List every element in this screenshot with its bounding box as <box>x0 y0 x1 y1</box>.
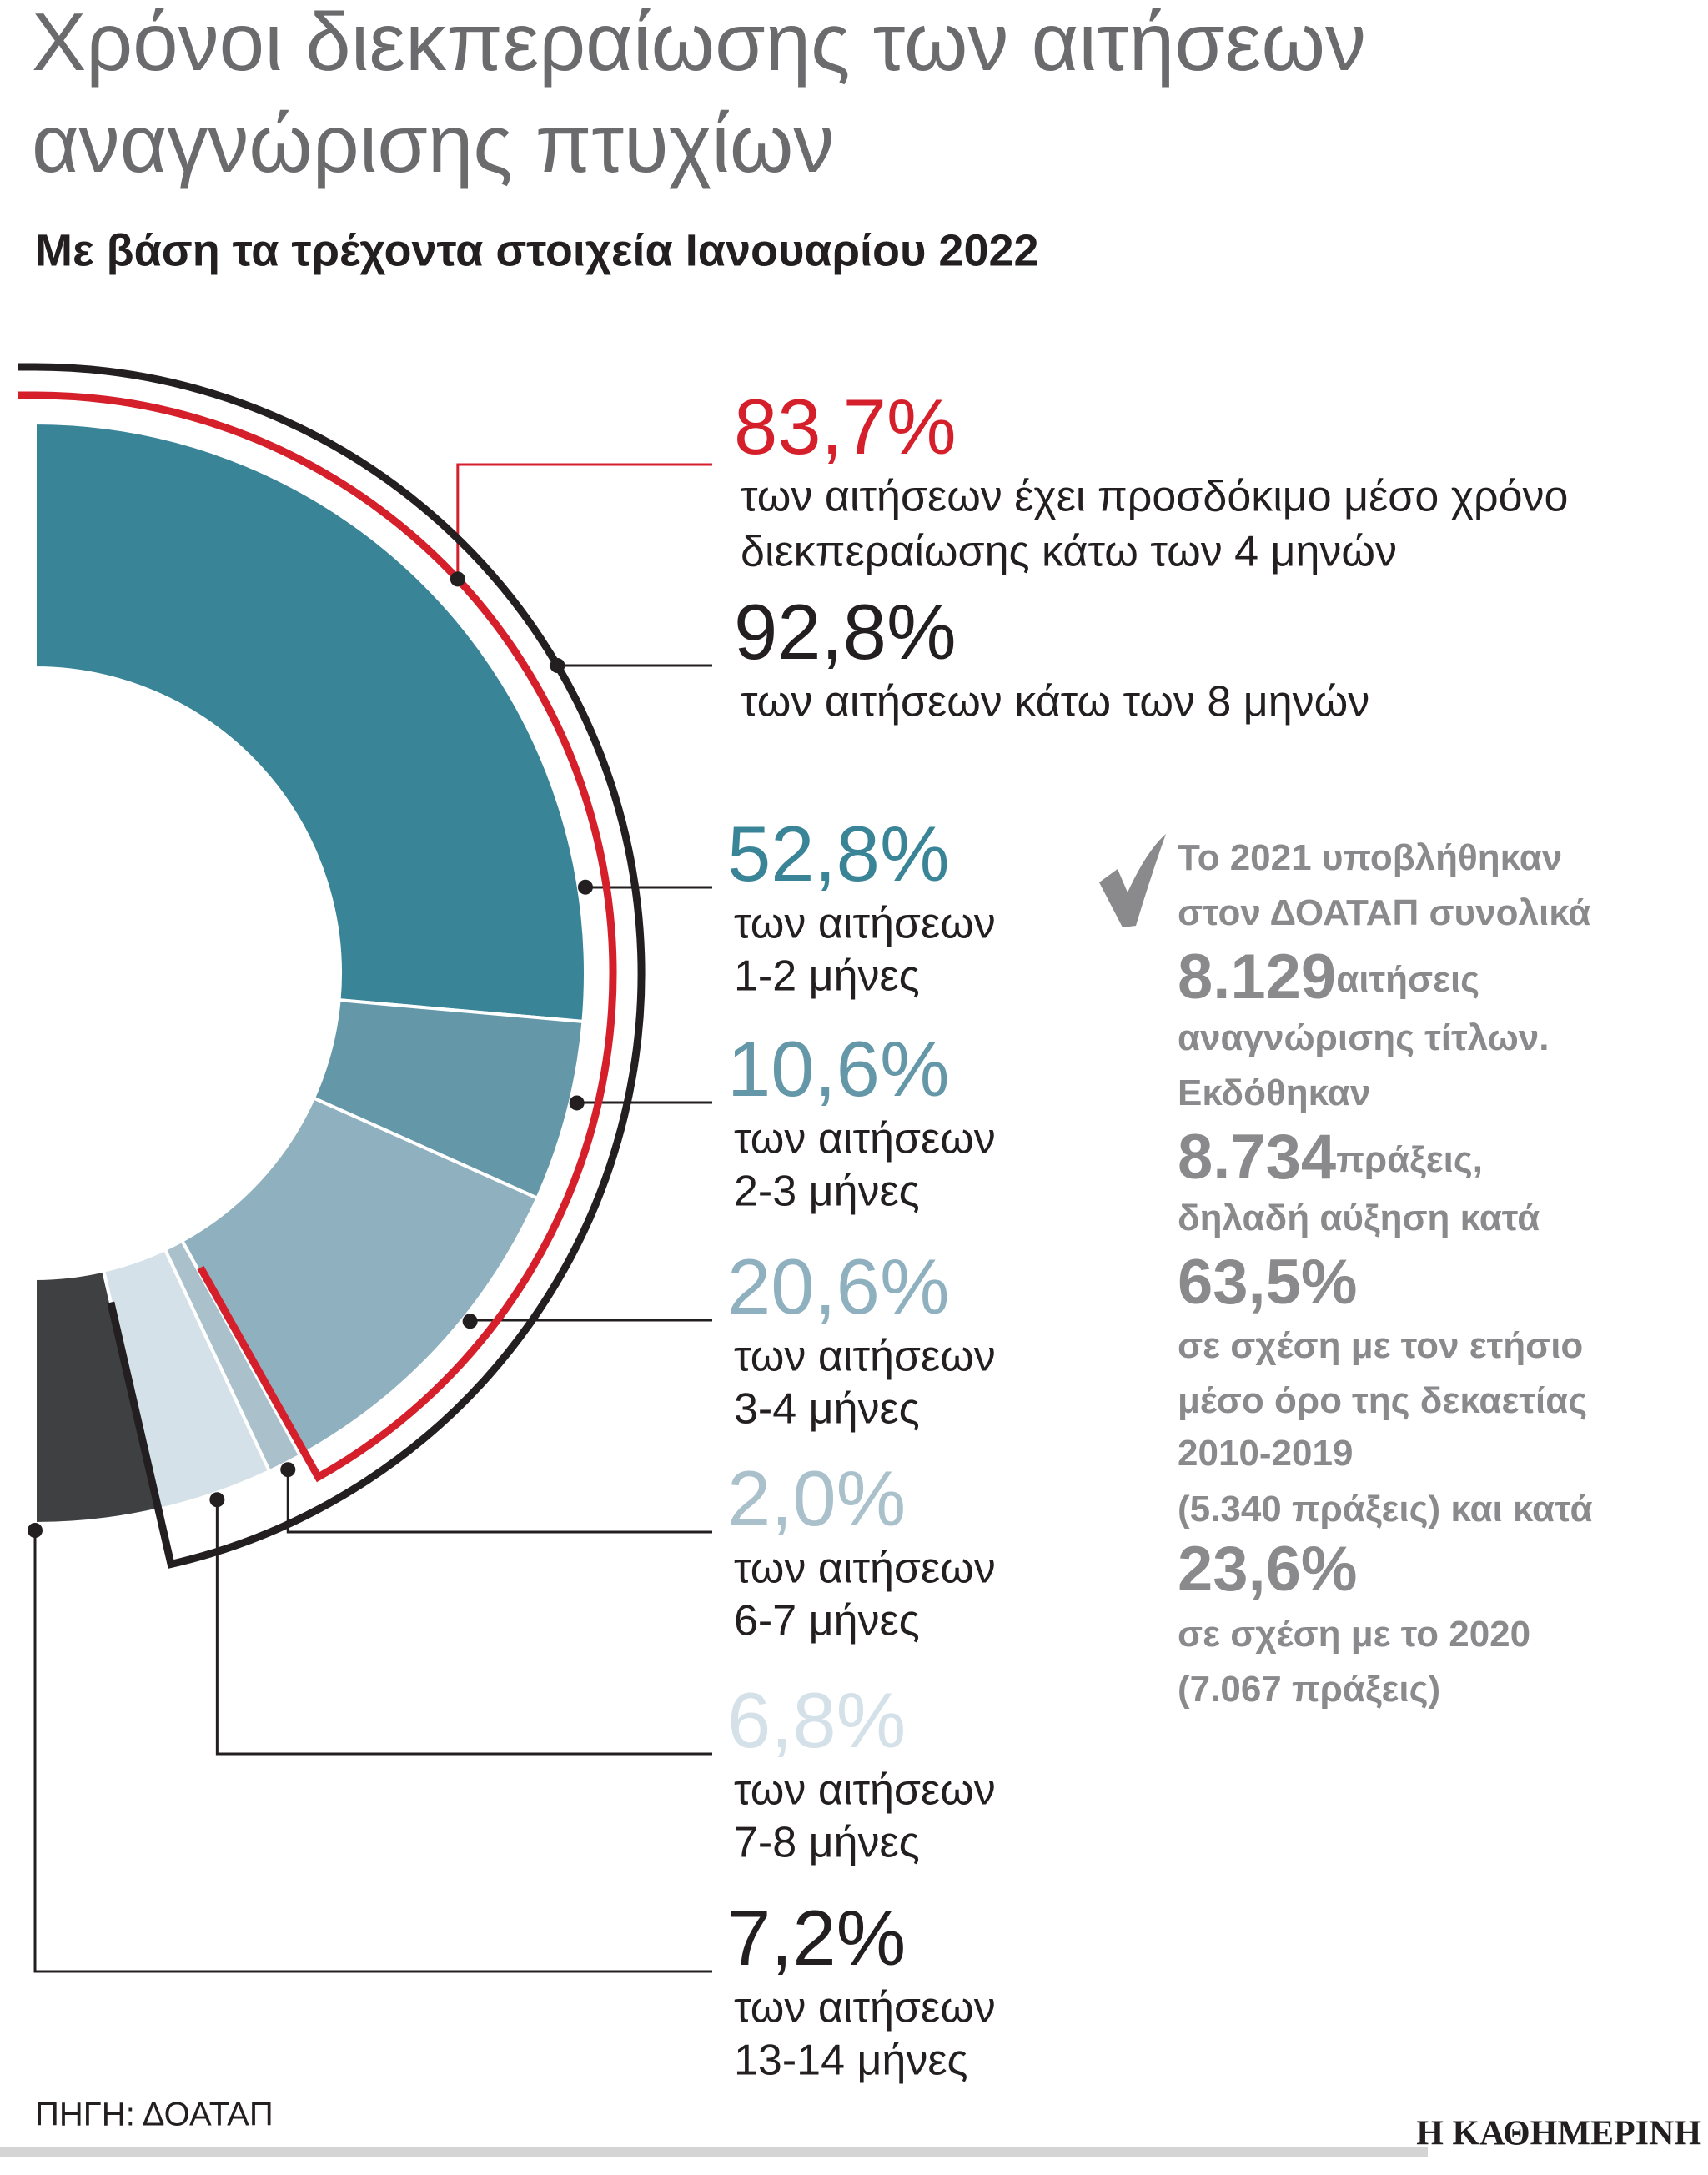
note-line: 8.734πράξεις, <box>1178 1122 1483 1193</box>
description: των αιτήσεων <box>734 1333 996 1381</box>
note-text: (5.340 πράξεις) και κατά <box>1178 1489 1593 1530</box>
check-icon <box>1099 834 1166 927</box>
footer-bar <box>0 2147 1428 2157</box>
value-label: 7,2% <box>727 1894 906 1982</box>
value-label: 10,6% <box>727 1025 950 1113</box>
note-line: δηλαδή αύξηση κατά <box>1178 1198 1540 1238</box>
note-line: σε σχέση με τον ετήσιο <box>1178 1325 1583 1366</box>
note-text: δηλαδή αύξηση κατά <box>1178 1198 1540 1238</box>
description: των αιτήσεων <box>734 1766 996 1815</box>
title: αναγνώρισης πτυχίων <box>32 98 834 189</box>
note-line: 8.129αιτήσεις <box>1178 942 1479 1012</box>
description: των αιτήσεων <box>734 1545 996 1593</box>
note-text: Εκδόθηκαν <box>1178 1072 1370 1113</box>
leader-dot <box>28 1523 43 1538</box>
leader-dot <box>280 1462 296 1478</box>
annotation-text: διεκπεραίωσης κάτω των 4 μηνών <box>741 528 1397 576</box>
note-text: σε σχέση με το 2020 <box>1178 1614 1530 1655</box>
leader-dot <box>450 571 465 587</box>
note-text: 2010-2019 <box>1178 1433 1353 1474</box>
leader-dot <box>569 1095 585 1111</box>
note-text: (7.067 πράξεις) <box>1178 1669 1440 1710</box>
leader-dot <box>209 1492 225 1508</box>
category-label: 7-8 μήνες <box>734 1819 920 1867</box>
annotation-text: των αιτήσεων κάτω των 8 μηνών <box>741 678 1369 726</box>
note-text: Το 2021 υποβλήθηκαν <box>1178 837 1562 878</box>
note-text: σε σχέση με τον ετήσιο <box>1178 1325 1583 1366</box>
category-label: 1-2 μήνες <box>734 952 920 1001</box>
category-label: 13-14 μήνες <box>734 2037 968 2085</box>
donut-segment <box>33 420 587 1024</box>
leader-line <box>215 1499 712 1756</box>
note-line: 63,5% <box>1178 1247 1358 1318</box>
description: των αιτήσεων <box>734 1115 996 1163</box>
description: των αιτήσεων <box>734 900 996 948</box>
leader-dot <box>550 658 565 674</box>
leader-dot <box>577 879 593 895</box>
note-line: μέσο όρο της δεκαετίας <box>1178 1380 1587 1421</box>
source: ΠΗΓΗ: ΔΟΑΤΑΠ <box>35 2097 274 2133</box>
note-line: στον ΔΟΑΤΑΠ συνολικά <box>1178 892 1590 933</box>
note-number: 8.129 <box>1178 942 1336 1012</box>
category-label: 2-3 μήνες <box>734 1168 920 1216</box>
donut-segment <box>179 1095 540 1459</box>
note-line: αναγνώρισης τίτλων. <box>1178 1017 1550 1058</box>
note-text: πράξεις, <box>1336 1139 1483 1180</box>
note-number: 63,5% <box>1178 1247 1358 1318</box>
note-text: μέσο όρο της δεκαετίας <box>1178 1380 1587 1421</box>
note-line: Εκδόθηκαν <box>1178 1072 1370 1113</box>
note-text: στον ΔΟΑΤΑΠ συνολικά <box>1178 892 1590 933</box>
note-number: 23,6% <box>1178 1534 1358 1605</box>
leader-line <box>456 463 712 580</box>
title: Χρόνοι διεκπεραίωσης των αιτήσεων <box>32 0 1366 88</box>
value-label: 2,0% <box>727 1454 906 1542</box>
note-line: (5.340 πράξεις) και κατά <box>1178 1489 1593 1530</box>
leader-line <box>33 1530 712 1973</box>
donut-segment <box>33 1268 161 1526</box>
category-label: 6-7 μήνες <box>734 1597 920 1645</box>
value-label: 20,6% <box>727 1243 950 1330</box>
leader-dot <box>462 1314 478 1329</box>
description: των αιτήσεων <box>734 1984 996 2032</box>
note-line: 2010-2019 <box>1178 1433 1353 1474</box>
annotation-arc <box>18 391 617 1483</box>
value-label: 6,8% <box>727 1676 906 1764</box>
annotation-value: 92,8% <box>734 588 957 676</box>
note-line: (7.067 πράξεις) <box>1178 1669 1440 1710</box>
note-line: σε σχέση με το 2020 <box>1178 1614 1530 1655</box>
note-text: αναγνώρισης τίτλων. <box>1178 1017 1550 1058</box>
category-label: 3-4 μήνες <box>734 1385 920 1434</box>
note-line: Το 2021 υποβλήθηκαν <box>1178 837 1562 878</box>
note-number: 8.734 <box>1178 1122 1336 1193</box>
subtitle: Με βάση τα τρέχοντα στοιχεία Ιανουαρίου … <box>35 225 1039 275</box>
publisher: Η ΚΑΘΗΜΕΡΙΝΗ <box>1416 2115 1701 2153</box>
annotation-arc <box>18 363 646 1569</box>
annotation-value: 83,7% <box>734 383 957 470</box>
leader-line <box>469 1319 712 1322</box>
leader-line <box>286 1469 712 1534</box>
annotation-text: των αιτήσεων έχει προσδόκιμο μέσο χρόνο <box>741 473 1568 521</box>
value-label: 52,8% <box>727 810 950 897</box>
note-text: αιτήσεις <box>1336 959 1479 1000</box>
note-line: 23,6% <box>1178 1534 1358 1605</box>
